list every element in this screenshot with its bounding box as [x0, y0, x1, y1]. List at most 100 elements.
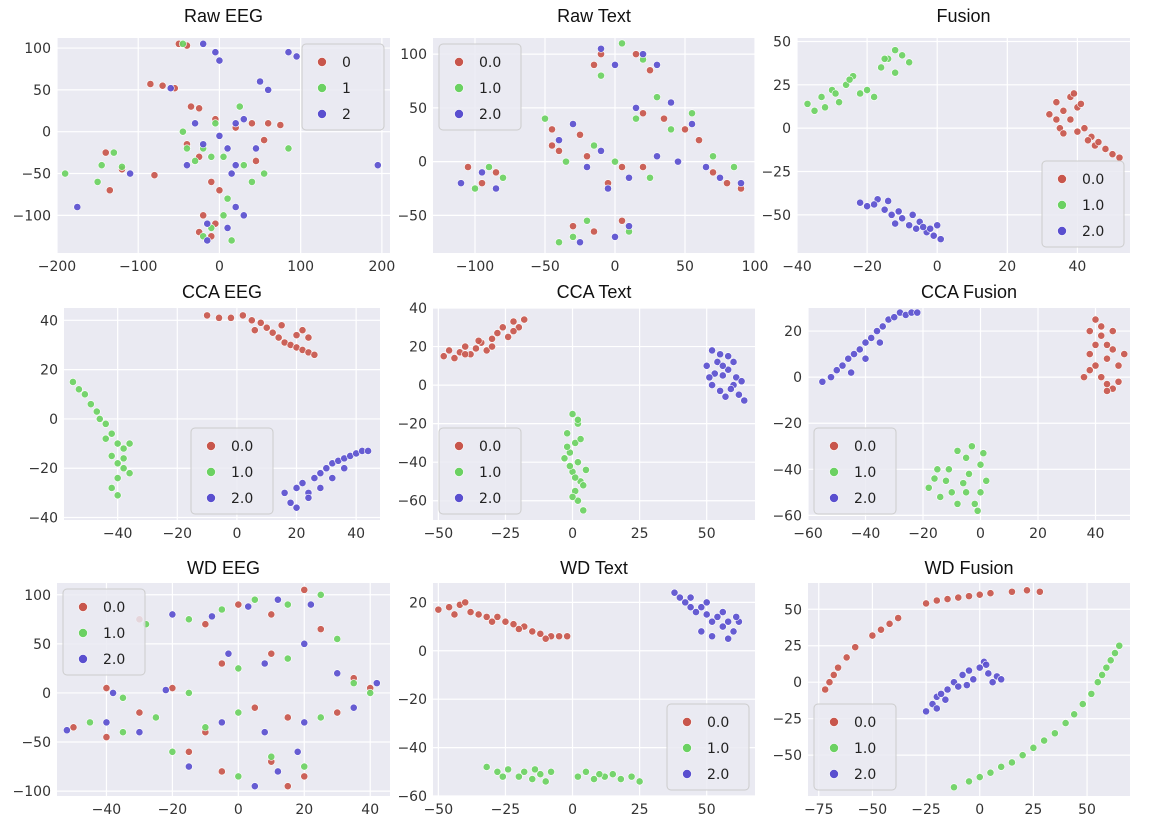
data-point	[239, 211, 248, 220]
x-tick-label: −50	[424, 802, 454, 818]
y-tick-label: −40	[397, 455, 427, 471]
data-point	[1108, 327, 1117, 335]
data-point	[827, 373, 835, 382]
data-point	[105, 186, 114, 195]
data-point	[1097, 373, 1106, 382]
data-point	[975, 590, 984, 599]
data-point	[976, 460, 985, 469]
data-point	[982, 476, 991, 485]
data-point	[184, 615, 193, 624]
y-tick-label: −50	[772, 748, 802, 764]
data-point	[1080, 124, 1089, 133]
data-point	[1066, 115, 1075, 124]
data-point	[936, 235, 945, 244]
y-tick-label: 0	[49, 412, 58, 428]
data-point	[702, 610, 711, 619]
data-point	[667, 98, 675, 107]
data-point	[571, 439, 580, 447]
data-point	[203, 311, 211, 320]
data-point	[810, 106, 819, 115]
data-point	[929, 231, 938, 240]
data-point	[1114, 361, 1123, 370]
data-point	[870, 93, 879, 101]
data-point	[217, 659, 226, 668]
legend-label: 1.0	[854, 465, 876, 481]
data-point	[965, 592, 973, 601]
x-tick-label: 0	[933, 259, 942, 275]
data-point	[119, 454, 128, 463]
x-tick-label: −40	[782, 259, 812, 275]
data-point	[316, 625, 325, 634]
data-point	[611, 157, 619, 166]
data-point	[536, 629, 545, 638]
data-point	[482, 612, 491, 621]
data-point	[568, 410, 577, 418]
data-point	[504, 333, 513, 341]
y-tick-label: −25	[761, 165, 791, 181]
data-point	[248, 119, 256, 128]
data-point	[219, 211, 228, 220]
data-point	[135, 728, 144, 737]
data-point	[1103, 354, 1111, 363]
data-point	[975, 663, 984, 672]
data-point	[942, 476, 950, 485]
x-tick-label: 50	[1078, 802, 1096, 818]
data-point	[260, 169, 269, 178]
data-point	[283, 713, 292, 722]
data-point	[541, 634, 550, 643]
data-point	[119, 464, 128, 473]
y-tick-label: −60	[397, 494, 427, 510]
x-tick-label: −40	[851, 526, 881, 542]
data-point	[576, 130, 584, 139]
data-point	[627, 772, 636, 781]
data-point	[300, 762, 309, 771]
data-point	[944, 465, 953, 474]
legend-marker	[829, 717, 839, 727]
y-tick-label: 0	[418, 155, 427, 171]
y-tick-label: −20	[397, 692, 427, 708]
legend-marker	[829, 441, 839, 451]
data-point	[1059, 129, 1068, 138]
x-tick-label: 100	[742, 259, 769, 275]
legend-marker	[206, 493, 216, 503]
data-point	[286, 498, 295, 507]
data-point	[710, 369, 719, 378]
data-point	[498, 772, 507, 781]
x-tick-label: 0	[611, 259, 620, 275]
data-point	[520, 315, 529, 324]
data-point	[571, 473, 580, 482]
data-point	[821, 685, 830, 694]
legend-marker	[682, 769, 692, 779]
data-point	[333, 708, 342, 717]
data-point	[667, 125, 675, 134]
data-point	[880, 205, 889, 214]
data-point	[713, 358, 722, 366]
legend-label: 1.0	[707, 741, 729, 757]
data-point	[203, 219, 212, 228]
x-tick-label: 0	[215, 259, 224, 275]
legend-marker	[1057, 226, 1067, 236]
data-point	[239, 161, 248, 170]
data-point	[168, 747, 177, 756]
data-point	[101, 148, 110, 157]
data-point	[705, 373, 714, 382]
data-point	[113, 459, 122, 468]
data-point	[267, 752, 276, 761]
data-point	[300, 639, 309, 648]
x-tick-label: 200	[369, 259, 396, 275]
data-point	[250, 595, 259, 604]
data-point	[274, 767, 282, 776]
data-point	[247, 316, 256, 325]
data-point	[732, 373, 741, 382]
data-point	[1050, 729, 1059, 738]
legend-label: 2.0	[707, 767, 729, 783]
data-point	[1091, 315, 1100, 324]
data-point	[95, 415, 104, 423]
data-point	[1111, 649, 1119, 657]
data-point	[235, 102, 244, 111]
data-point	[274, 333, 283, 342]
legend: 0.0 1.0 2.0	[1041, 160, 1125, 248]
data-point	[528, 775, 537, 783]
legend-label: 0.0	[854, 439, 876, 455]
data-point	[646, 173, 654, 182]
